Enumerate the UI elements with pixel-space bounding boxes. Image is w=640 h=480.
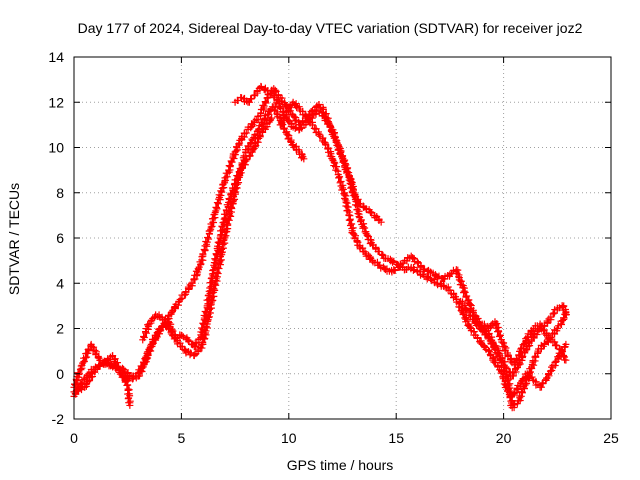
x-tick-label: 10 — [281, 430, 297, 446]
series-track-7 — [478, 318, 570, 369]
y-tick-label: 0 — [56, 366, 64, 382]
series-track-8 — [139, 114, 276, 351]
series-track-4 — [231, 82, 570, 401]
x-tick-label: 15 — [388, 430, 404, 446]
y-tick-label: 10 — [48, 140, 64, 156]
y-tick-label: 6 — [56, 230, 64, 246]
x-tick-label: 5 — [178, 430, 186, 446]
data-markers — [70, 82, 570, 412]
x-axis-label: GPS time / hours — [287, 457, 394, 473]
y-tick-label: 14 — [48, 49, 64, 65]
y-tick-label: -2 — [52, 411, 65, 427]
y-tick-label: 12 — [48, 94, 64, 110]
series-track-3 — [70, 85, 385, 396]
series-track-5 — [276, 98, 570, 412]
axis-ticks: -2 0 2 4 6 8 10 12 14 0 5 10 15 20 25 — [48, 49, 619, 446]
y-axis-label: SDTVAR / TECUs — [6, 183, 22, 295]
y-tick-label: 8 — [56, 185, 64, 201]
x-tick-label: 25 — [603, 430, 619, 446]
x-tick-label: 20 — [496, 430, 512, 446]
x-tick-label: 0 — [70, 430, 78, 446]
y-tick-label: 4 — [56, 275, 64, 291]
y-tick-label: 2 — [56, 321, 64, 337]
chart-title: Day 177 of 2024, Sidereal Day-to-day VTE… — [78, 20, 583, 36]
series-track-2 — [70, 103, 308, 391]
